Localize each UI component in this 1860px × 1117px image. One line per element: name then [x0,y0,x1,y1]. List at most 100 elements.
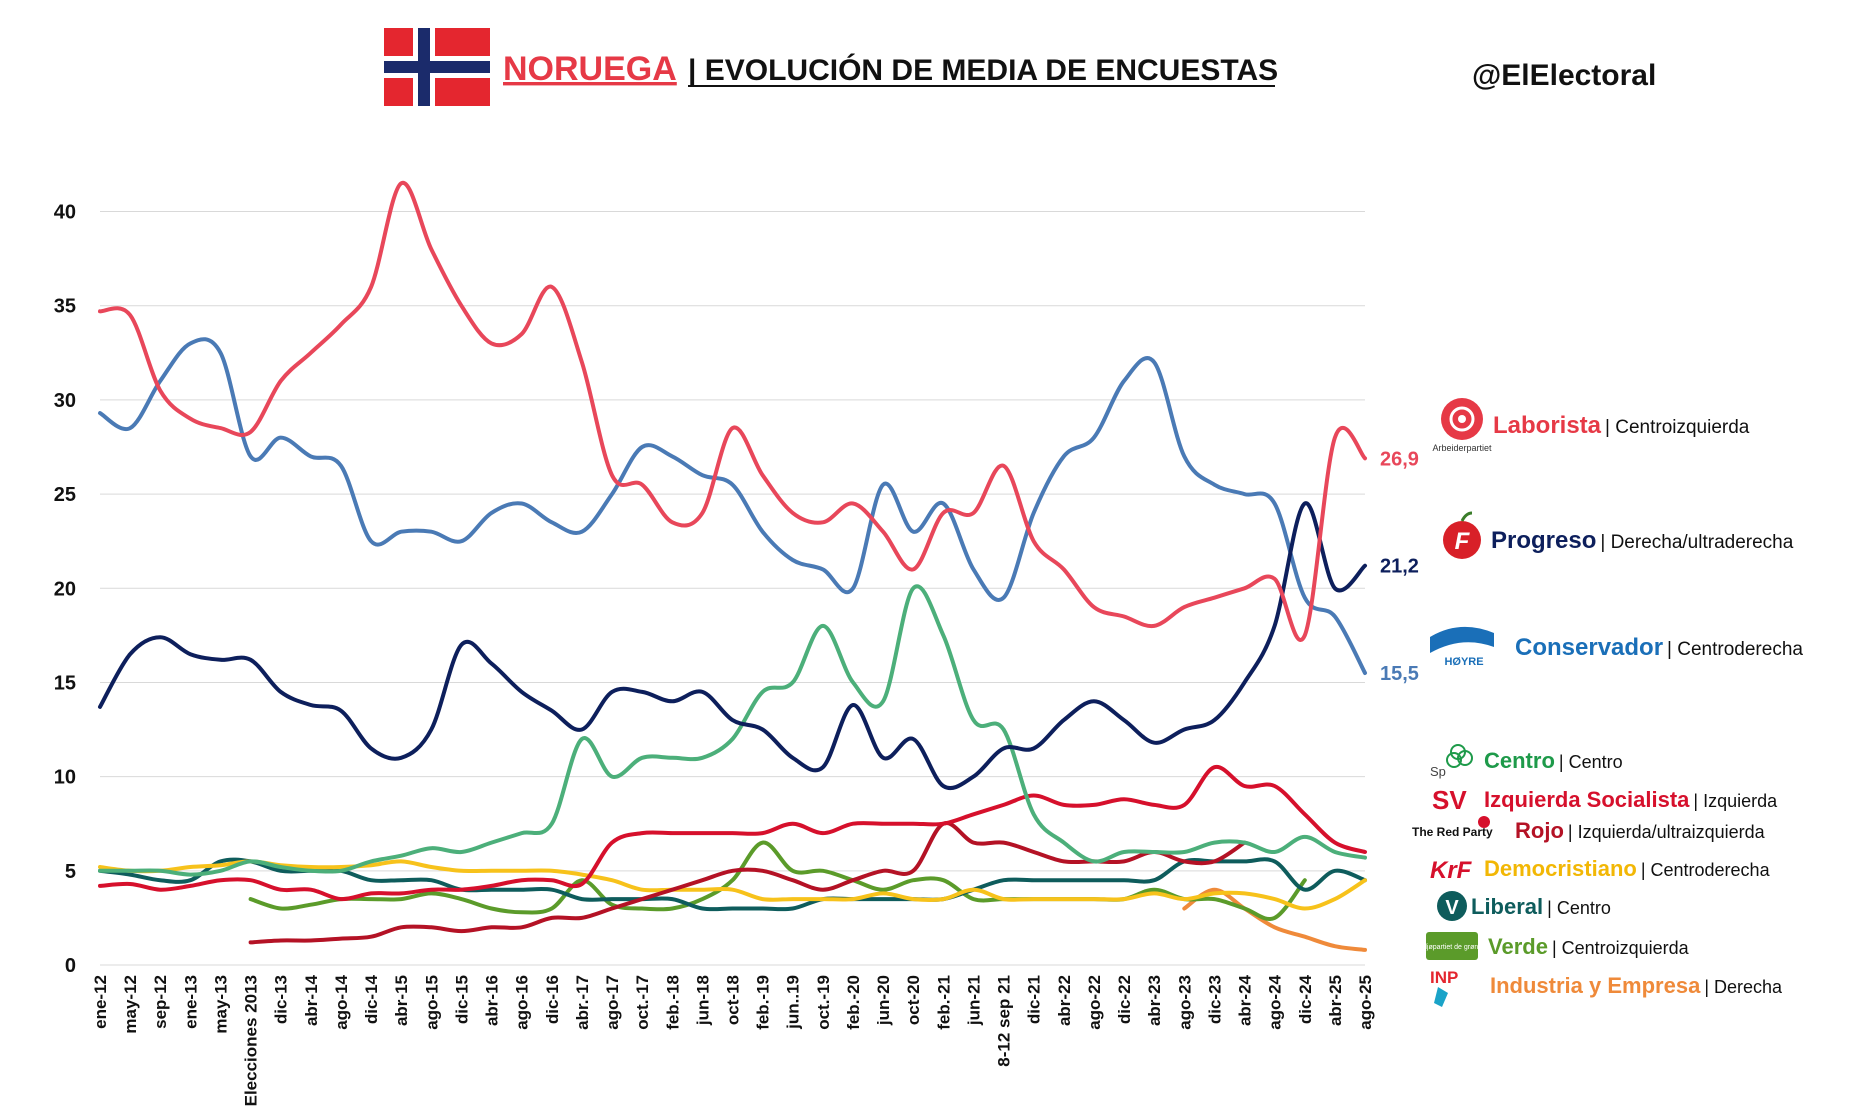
y-tick-label: 10 [54,767,76,789]
svg-text:V: V [1445,897,1459,919]
legend-desc: | Centro [1547,898,1611,918]
hoyre-icon: HØYRE [1430,626,1494,668]
x-tick-label: ago-22 [1085,975,1104,1030]
title-country: NORUEGA [503,50,677,88]
legend-desc: | Centroizquierda [1605,417,1750,438]
end-value-labels: 26,9 21,2 15,5 [1380,448,1419,685]
legend-name: Laborista [1493,412,1602,439]
end-label-laborista: 26,9 [1380,448,1419,470]
svg-text:Arbeiderpartiet: Arbeiderpartiet [1432,443,1492,453]
series-line-izquierda-socialista [98,764,1367,902]
y-tick-label: 30 [54,390,76,412]
legend-name: Izquierda Socialista [1484,787,1690,812]
mdg-icon: miljøpartiet de grønne [1418,932,1486,960]
x-tick-label: dic-15 [452,975,471,1024]
y-tick-label: 35 [54,296,76,318]
end-label-conservador: 15,5 [1380,663,1419,685]
legend-name: Conservador [1515,634,1663,661]
legend-name: Industria y Empresa [1490,973,1701,998]
svg-text:miljøpartiet de grønne: miljøpartiet de grønne [1418,944,1486,951]
x-tick-label: ago-16 [513,975,532,1030]
x-tick-label: jun-18 [693,975,712,1026]
legend-desc: | Izquierda/ultraizquierda [1568,822,1766,842]
legend-name: Progreso [1491,527,1596,554]
x-tick-label: dic-13 [272,975,291,1024]
y-tick-label: 40 [54,202,76,224]
x-tick-label: abr-22 [1055,975,1074,1026]
f-apple-icon: F [1443,511,1481,559]
y-tick-label: 0 [65,955,76,977]
x-tick-label: ene-12 [91,975,110,1029]
legend-desc: | Izquierda [1693,791,1778,811]
x-tick-label: dic-21 [1025,975,1044,1024]
series-line-progreso [98,501,1367,791]
x-tick-label: Elecciones 2013 [242,975,261,1106]
x-tick-label: abr-23 [1145,975,1164,1026]
x-tick-label: abr.-17 [573,975,592,1030]
legend-desc: | Centro [1559,752,1623,772]
x-tick-label: abr-25 [1326,975,1345,1026]
x-tick-label: feb.-21 [934,975,953,1030]
x-tick-label: oct.-19 [814,975,833,1030]
series-line-laborista [98,181,1367,642]
legend-desc: | Centroderecha [1641,860,1771,880]
series-line-rojo [248,821,1247,945]
legend-name: Liberal [1471,894,1543,919]
legend-name: Centro [1484,748,1555,773]
y-tick-label: 20 [54,578,76,600]
x-tick-label: 8-12 sep 21 [995,975,1014,1067]
x-tick-label: feb.-18 [663,975,682,1030]
sp-clover-icon: Sp [1430,744,1473,779]
x-tick-label: oct-18 [724,975,743,1025]
x-tick-label: dic-23 [1205,975,1224,1024]
x-tick-label: ago-24 [1266,974,1285,1029]
svg-text:The Red Party: The Red Party [1412,825,1493,839]
venstre-v-icon: V [1437,891,1467,921]
x-tick-label: may-12 [121,975,140,1034]
x-tick-label: ago-25 [1356,975,1375,1030]
x-tick-label: dic-22 [1115,975,1134,1024]
red-party-icon: The Red Party [1412,816,1493,839]
legend-name: Verde [1488,934,1548,959]
x-tick-label: abr-24 [1236,974,1255,1026]
x-tick-label: jun..19 [784,975,803,1030]
sv-icon: SV [1432,785,1467,815]
y-axis: 0 5 10 15 20 25 30 35 40 [54,202,76,977]
x-tick-label: abr-16 [483,975,502,1026]
y-tick-label: 5 [65,861,76,883]
x-tick-label: dic-24 [1296,974,1315,1024]
x-tick-label: jun-21 [964,975,983,1026]
legend-desc: | Derecha/ultraderecha [1600,532,1793,553]
x-tick-label: ago-17 [603,975,622,1030]
series-lines [98,181,1367,952]
end-label-progreso: 21,2 [1380,556,1419,578]
x-tick-label: abr-15 [392,975,411,1026]
krf-icon: KrF [1430,857,1473,884]
series-line-democristiano [98,859,1367,911]
svg-text:KrF: KrF [1430,857,1473,884]
legend-name: Democristiano [1484,856,1637,881]
x-tick-label: oct.-17 [633,975,652,1030]
svg-text:SV: SV [1432,785,1467,815]
x-axis: ene-12 may-12 sep-12 ene-13 may-13 Elecciones… [91,974,1375,1106]
x-tick-label: abr-14 [302,974,321,1026]
rose-icon: Arbeiderpartiet [1432,398,1492,453]
x-tick-label: dic-16 [543,975,562,1024]
x-tick-label: dic-14 [362,974,381,1024]
y-tick-label: 15 [54,672,76,694]
series-line-conservador [98,337,1367,675]
series-line-industria-y-empresa [1182,887,1367,952]
x-tick-label: may-13 [211,975,230,1034]
title-rest: | EVOLUCIÓN DE MEDIA DE ENCUESTAS [688,53,1278,87]
legend-desc: | Derecha [1704,977,1783,997]
x-tick-label: feb.-20 [844,975,863,1030]
svg-text:INP: INP [1430,968,1458,987]
legend-desc: | Centroderecha [1667,639,1803,660]
x-tick-label: ago-23 [1175,975,1194,1030]
svg-text:F: F [1455,528,1471,555]
x-tick-label: jun-20 [874,975,893,1026]
twitter-handle: @ElElectoral [1472,59,1656,92]
x-tick-label: ago-14 [332,974,351,1029]
